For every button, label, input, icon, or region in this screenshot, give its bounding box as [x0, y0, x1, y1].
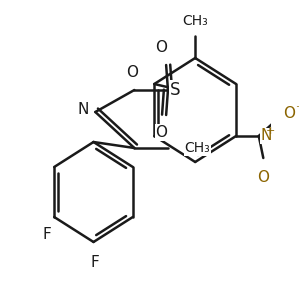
Text: N: N	[261, 128, 272, 143]
Text: O: O	[283, 105, 295, 120]
Text: ⁻: ⁻	[295, 103, 299, 117]
Text: O: O	[155, 125, 168, 140]
Text: S: S	[170, 81, 181, 99]
Text: N: N	[78, 101, 89, 117]
Text: CH₃: CH₃	[182, 14, 208, 28]
Text: +: +	[266, 126, 275, 136]
Text: F: F	[42, 227, 51, 242]
Text: O: O	[126, 65, 138, 80]
Text: O: O	[257, 170, 269, 185]
Text: F: F	[91, 255, 100, 270]
Text: CH₃: CH₃	[184, 141, 210, 155]
Text: O: O	[155, 40, 168, 55]
